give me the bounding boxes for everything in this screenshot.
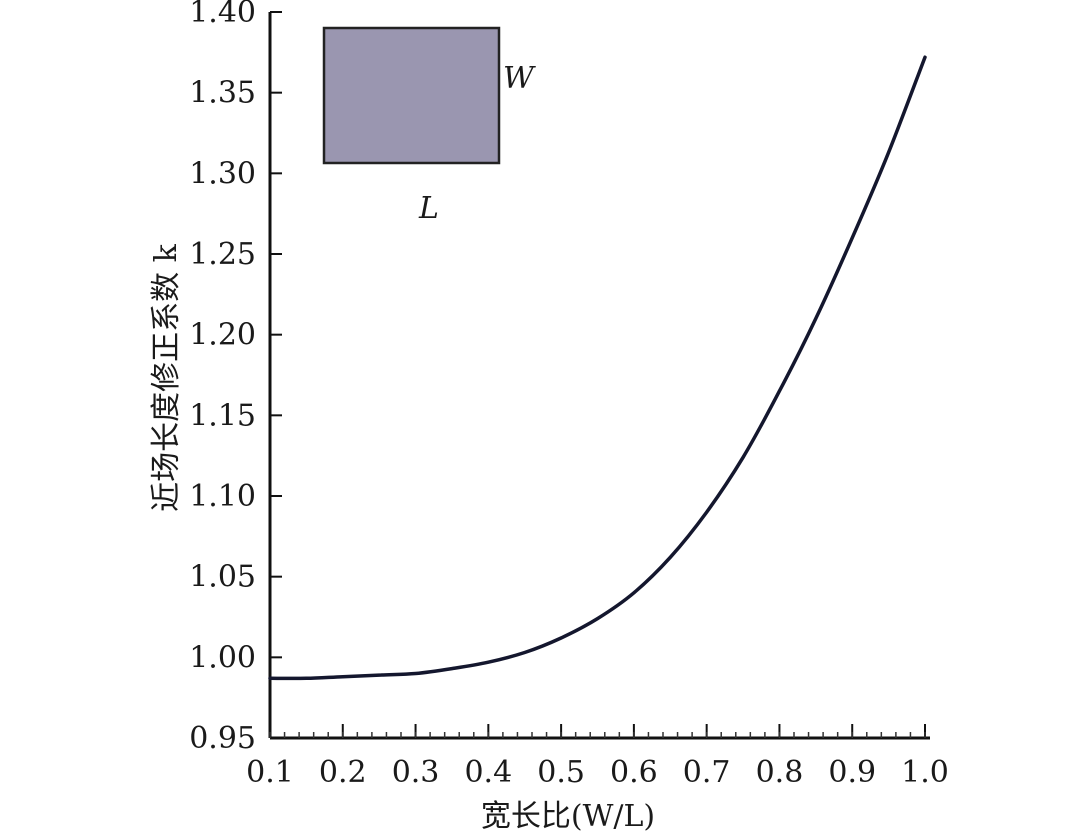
inset-length-label: L (418, 191, 439, 226)
y-tick-label: 1.10 (189, 479, 256, 514)
y-tick-label: 1.15 (189, 398, 256, 433)
x-tick-label: 0.6 (610, 755, 658, 790)
y-tick-label: 0.95 (189, 721, 256, 756)
x-tick-label: 0.7 (683, 755, 731, 790)
x-tick-label: 0.9 (828, 755, 876, 790)
y-tick-label: 1.35 (189, 76, 256, 111)
x-tick-label: 0.2 (319, 755, 367, 790)
x-axis-title: 宽长比(W/L) (481, 799, 655, 834)
x-tick-label: 0.8 (756, 755, 804, 790)
inset-rectangle (322, 26, 501, 165)
x-minor-ticks (269, 732, 926, 738)
y-tick-label: 1.25 (189, 237, 256, 272)
x-tick-label: 0.4 (464, 755, 512, 790)
inset-width-label: W (503, 61, 536, 96)
y-tick-label: 1.05 (189, 560, 256, 595)
x-tick-label: 0.5 (537, 755, 585, 790)
y-tick-label: 1.00 (189, 640, 256, 675)
y-tick-label: 1.20 (189, 318, 256, 353)
x-ticks: 0.1 0.2 0.3 0.4 0.5 0.6 0.7 0.8 0.9 1.0 (246, 724, 949, 790)
y-axis-title: 近场长度修正系数 k (149, 243, 184, 512)
x-tick-label: 0.3 (392, 755, 440, 790)
series-line (268, 55, 927, 681)
x-tick-label: 1.0 (901, 755, 949, 790)
y-tick-label: 1.30 (189, 156, 256, 191)
y-ticks: 0.95 1.00 1.05 1.10 1.15 1.20 1.25 1.30 1.35 1.40 (189, 0, 282, 756)
y-tick-label: 1.40 (189, 0, 256, 30)
x-tick-label: 0.1 (246, 755, 294, 790)
